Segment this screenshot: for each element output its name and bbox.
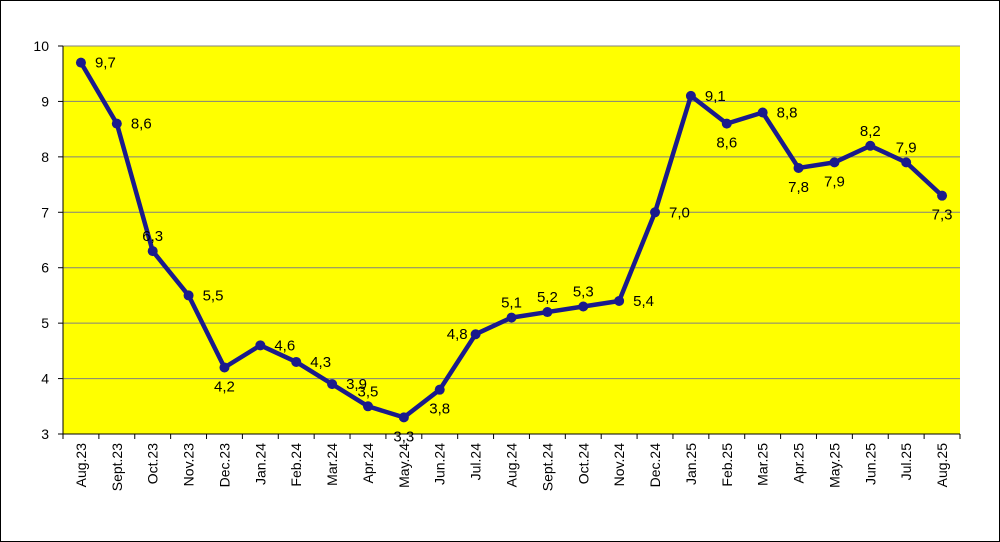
x-tick-label: Feb.25 — [719, 443, 735, 487]
data-point — [685, 90, 696, 101]
data-label: 3,5 — [358, 383, 379, 400]
data-label: 3,9 — [346, 376, 367, 393]
plot-area — [63, 46, 960, 434]
data-label: 5,5 — [203, 287, 224, 304]
x-tick-label: Oct.23 — [145, 443, 161, 484]
x-tick-label: Mar.25 — [755, 443, 771, 486]
data-point — [901, 157, 912, 168]
data-point — [650, 207, 661, 218]
data-label: 8,6 — [716, 135, 737, 152]
data-point — [937, 190, 948, 201]
data-label: 7,8 — [788, 179, 809, 196]
data-label: 5,3 — [573, 284, 594, 301]
data-point — [542, 307, 553, 318]
data-label: 7,9 — [824, 173, 845, 190]
data-point — [362, 401, 373, 412]
x-tick-label: Nov.23 — [181, 443, 197, 487]
x-tick-label: Jul.24 — [468, 443, 484, 481]
data-point — [327, 379, 338, 390]
data-label: 8,8 — [777, 105, 798, 122]
gridlines — [63, 45, 960, 380]
y-tick-label: 9 — [41, 93, 49, 109]
data-point — [434, 384, 445, 395]
data-label: 9,1 — [705, 88, 726, 105]
data-point — [291, 356, 302, 367]
y-tick-label: 10 — [33, 38, 49, 54]
x-tick-label: Sept.23 — [109, 443, 125, 491]
x-tick-label: Mar.24 — [324, 443, 340, 486]
x-tick-label: Aug.23 — [73, 443, 89, 488]
x-tick-label: Sept.24 — [539, 443, 555, 491]
data-label: 8,2 — [860, 123, 881, 140]
data-label: 7,9 — [896, 139, 917, 156]
data-label: 4,8 — [447, 326, 468, 343]
data-point — [75, 57, 86, 68]
x-tick-label: Jul.25 — [898, 443, 914, 481]
y-tick-label: 6 — [41, 260, 49, 276]
x-tick-label: Nov.24 — [611, 443, 627, 487]
data-label: 4,6 — [274, 337, 295, 354]
data-label: 8,6 — [131, 116, 152, 133]
data-label: 4,3 — [310, 354, 331, 371]
data-point — [183, 290, 194, 301]
y-tick-label: 8 — [41, 149, 49, 165]
data-point — [721, 118, 732, 129]
data-point — [506, 312, 517, 323]
x-tick-label: Jun.25 — [862, 443, 878, 485]
x-tick-label: Jan.25 — [683, 443, 699, 485]
data-point — [614, 295, 625, 306]
data-label: 3,3 — [393, 428, 414, 445]
y-tick-label: 3 — [41, 426, 49, 442]
data-label: 5,2 — [537, 289, 558, 306]
y-axis-ticks: 3 4 5 6 7 8 9 10 — [33, 38, 63, 442]
data-label: 7,3 — [932, 207, 953, 224]
x-tick-label: Apr.25 — [791, 443, 807, 484]
data-label: 5,4 — [633, 293, 654, 310]
y-tick-label: 7 — [41, 204, 49, 220]
data-point — [829, 157, 840, 168]
x-tick-label: Apr.24 — [360, 443, 376, 484]
data-point — [865, 140, 876, 151]
x-axis-ticks: Aug.23 Sept.23 Oct.23 Nov.23 Dec.23 Jan.24 Feb… — [62, 434, 961, 491]
data-point — [219, 362, 230, 373]
data-label: 3,8 — [429, 401, 450, 418]
data-label: 5,1 — [501, 295, 522, 312]
data-point — [111, 118, 122, 129]
data-point — [398, 412, 409, 423]
x-tick-label: Aug.24 — [504, 443, 520, 488]
data-label: 7,0 — [669, 204, 690, 221]
data-point — [147, 246, 158, 257]
x-tick-label: Jun.24 — [432, 443, 448, 485]
x-tick-label: Feb.24 — [288, 443, 304, 487]
data-labels: 9,7 8,6 6,3 5,5 4,2 4,6 4,3 3,93,5 3,3 3,8 4,8 5,1 5… — [95, 55, 953, 446]
data-point — [578, 301, 589, 312]
data-label: 9,7 — [95, 55, 116, 72]
x-tick-label: May.25 — [826, 443, 842, 488]
data-point — [255, 340, 266, 351]
data-point — [757, 107, 768, 118]
x-tick-label: Aug.25 — [934, 443, 950, 488]
x-tick-label: Oct.24 — [575, 443, 591, 484]
x-tick-label: Jan.24 — [252, 443, 268, 485]
y-tick-label: 5 — [41, 315, 49, 331]
data-point — [793, 162, 804, 173]
x-tick-label: Dec.23 — [216, 443, 232, 488]
y-tick-label: 4 — [41, 371, 49, 387]
data-label: 4,2 — [214, 378, 235, 395]
data-label: 6,3 — [142, 228, 163, 245]
series-markers — [75, 57, 948, 423]
data-point — [470, 329, 481, 340]
x-tick-label: Dec.24 — [647, 443, 663, 488]
x-tick-label: May.24 — [396, 443, 412, 488]
